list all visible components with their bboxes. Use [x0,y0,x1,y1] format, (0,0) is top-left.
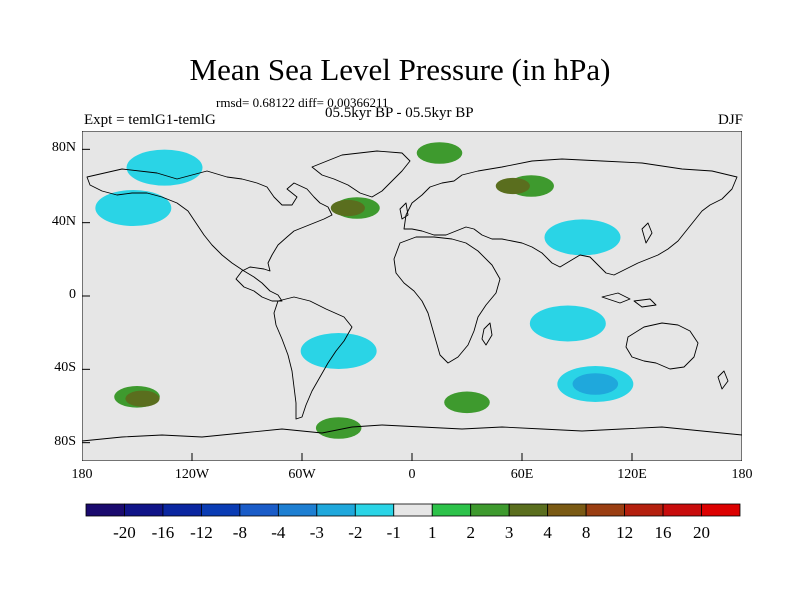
anomaly-antarctic-coast-weddell- [315,417,362,439]
lat-tick-label: 40N [51,213,76,229]
colorbar-label: -1 [387,523,401,542]
anomaly-south-pacific-core [125,390,160,407]
coast-greenland [311,150,411,198]
anomaly-tibet [544,219,621,256]
colorbar-box [585,503,625,517]
anomaly-north-pacific [95,190,172,226]
coastlines [82,150,742,442]
colorbar-box [393,503,433,517]
colorbar-box [277,503,318,517]
coast-australia [625,322,699,370]
anomaly-south-indian-ocean [529,305,606,342]
colorbar-labels: -20 -16 -12 -8 -4 -3 -2 -1 1 2 3 4 8 12 16 20 [113,523,710,542]
colorbar-box [316,503,356,517]
colorbar-label: -20 [113,523,136,542]
anomaly-north-atlantic-core [330,199,365,217]
lat-tick-label: 0 [69,287,76,302]
anomaly-barents-sea [416,142,463,164]
coast-uk [399,202,409,220]
colorbar-label: -16 [152,523,175,542]
anomaly-southern-ocean-indian-sector-core [572,373,619,395]
period-label: 05.5kyr BP - 05.5kyr BP [325,105,474,121]
colorbar: -20 -16 -12 -8 -4 -3 -2 -1 1 2 3 4 8 12 16 20 [85,503,741,542]
colorbar-box [470,503,510,517]
colorbar-label: 20 [693,523,710,542]
coast-antarctica [82,424,742,442]
colorbar-label: 2 [466,523,475,542]
season-label: DJF [717,112,743,128]
colorbar-box [354,503,395,517]
lon-tick-label: 180 [731,467,753,482]
lon-tick-label: 60E [510,467,534,482]
colorbar-label: -3 [310,523,324,542]
lon-tick-label: 180 [71,467,93,482]
lat-tick-label: 80N [51,140,76,156]
colorbar-label: 12 [616,523,633,542]
colorbar-label: -2 [348,523,362,542]
colorbar-label: 3 [505,523,514,542]
colorbar-box [547,503,587,517]
colorbar-box [624,503,664,517]
experiment-label: Expt = temlG1-temlG [84,112,216,128]
colorbar-box [201,503,241,517]
anomaly-layer [95,142,634,439]
colorbar-box [85,503,125,517]
colorbar-label: -12 [190,523,213,542]
coast-south-america [273,296,353,420]
coast-africa [393,236,501,364]
coast-eurasia [403,158,738,276]
map-background [82,131,742,461]
lat-tick-label: 80S [54,433,76,449]
colorbar-box [162,503,202,517]
coast-north-america [86,168,333,302]
lon-tick-label: 120W [174,467,210,482]
lon-tick-label: 120E [617,467,647,482]
lon-tick-label: 60W [288,467,316,482]
rmsd-diff-stats: rmsd= 0.68122 diff= 0.00366211 [216,95,389,110]
anomaly-arctic-canada [126,149,203,186]
colorbar-label: -4 [271,523,286,542]
colorbar-label: -8 [233,523,247,542]
lon-tick-label: 0 [408,467,416,482]
coast-madagascar [481,322,493,346]
anomaly-south-atlantic [300,333,377,369]
colorbar-label: 8 [582,523,591,542]
colorbar-box [239,503,279,517]
colorbar-box [124,503,164,517]
colorbar-boxes [85,503,741,517]
colorbar-box [431,503,472,517]
colorbar-label: 16 [655,523,672,542]
coast-japan [641,222,653,244]
lat-tick-label: 40S [54,360,76,376]
colorbar-label: 1 [428,523,437,542]
coast-indonesia [601,292,657,308]
colorbar-box [508,503,549,517]
chart-title: Mean Sea Level Pressure (in hPa) [189,52,611,87]
coast-new-zealand [717,370,729,390]
world-map-plot [82,131,742,461]
colorbar-label: 4 [543,523,552,542]
anomaly-south-atlantic-southern-ocean- [444,391,490,414]
anomaly-siberia-core [495,177,530,195]
axis-ticks [82,148,742,461]
colorbar-box [701,503,741,517]
colorbar-box [662,503,702,517]
